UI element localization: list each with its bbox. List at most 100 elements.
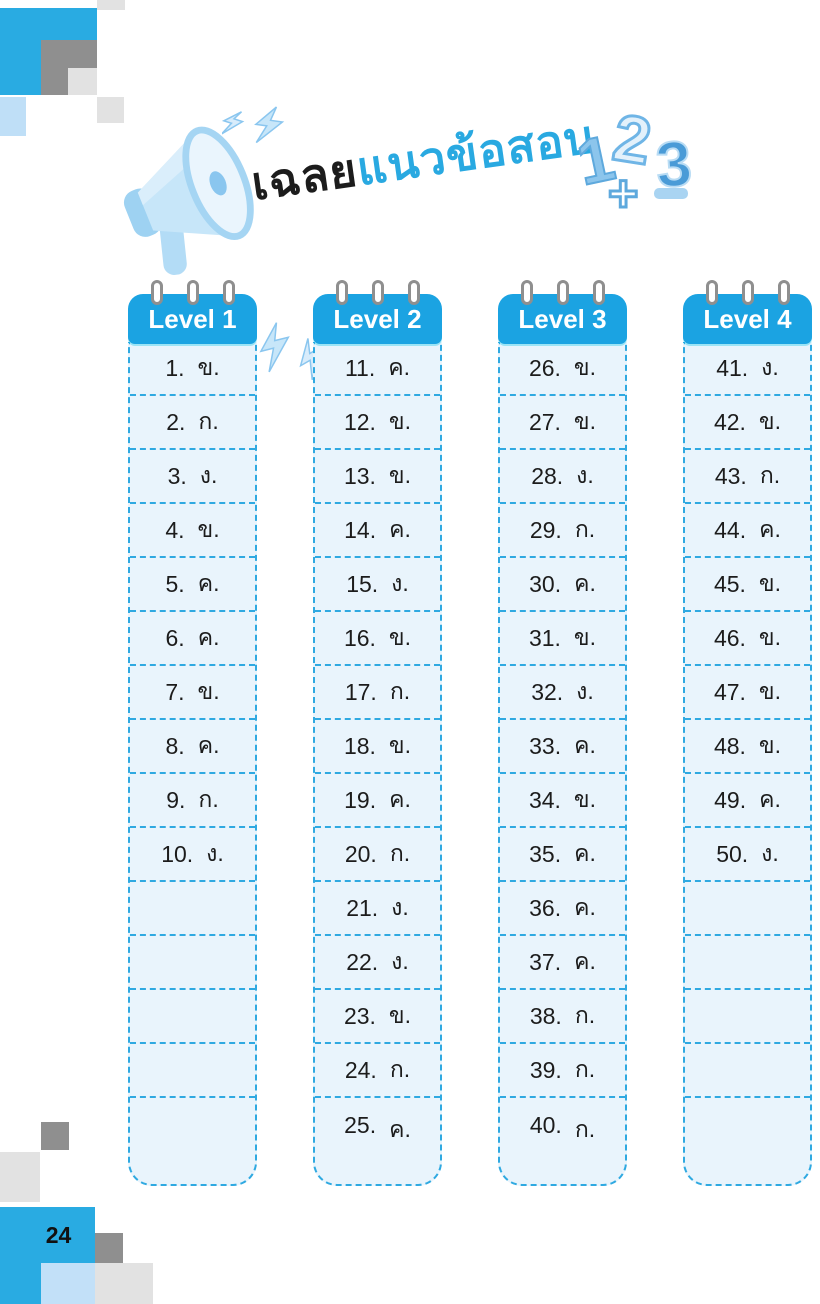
megaphone-icon: [123, 126, 254, 275]
answer-number: 46.: [713, 624, 746, 651]
answer-cell: 2. ก.: [130, 396, 255, 450]
answer-letter: ข.: [758, 570, 782, 596]
answer-letter: ก.: [759, 462, 781, 488]
answer-cell: 30. ค.: [500, 558, 625, 612]
answer-cell: 49. ค.: [685, 774, 810, 828]
answer-cell: 28. ง.: [500, 450, 625, 504]
answer-letter: ข.: [197, 516, 220, 542]
answer-cell: 4. ข.: [130, 504, 255, 558]
answer-cell: 17. ก.: [315, 666, 440, 720]
answer-number: 31.: [528, 624, 561, 651]
answer-letter: ค.: [574, 840, 596, 866]
answer-number: 29.: [529, 516, 562, 543]
answer-number: 36.: [529, 894, 562, 921]
answer-column: Level 4 41. ง. 42. ข. 43. ก. 44. ค. 45. ข. 46. ข. 47…: [683, 280, 812, 1186]
answer-cell: 43. ก.: [685, 450, 810, 504]
answer-number: 26.: [528, 354, 561, 381]
answer-letter: ค.: [574, 732, 596, 758]
binder-ring-icon: [520, 280, 533, 305]
binder-ring-icon: [335, 280, 348, 305]
answer-cell: 45. ข.: [685, 558, 810, 612]
binder-ring-icon: [556, 280, 569, 305]
answer-cell: 24. ก.: [315, 1044, 440, 1098]
decor-square-lightgray: [68, 68, 97, 95]
binder-ring-icon: [222, 280, 235, 305]
answer-letter: ง.: [576, 462, 594, 488]
binder-ring-icon: [777, 280, 790, 305]
answer-number: 6.: [165, 624, 185, 651]
answer-cell: 39. ก.: [500, 1044, 625, 1098]
empty-cell: [685, 882, 810, 936]
empty-cell: [130, 882, 255, 936]
answer-number: 39.: [529, 1056, 562, 1083]
decor-square-lightgray: [0, 1152, 40, 1202]
answer-letter: ก.: [574, 1002, 596, 1028]
column-body: 1. ข. 2. ก. 3. ง. 4. ข. 5. ค. 6. ค. 7. ข. 8. ค. 9. ก. 10. ง…: [128, 342, 257, 1186]
answer-letter: ข.: [388, 624, 412, 650]
lightning-bolt-icon: [222, 106, 285, 144]
answer-letter: ข.: [388, 1002, 412, 1028]
answer-letter: ก.: [389, 678, 411, 704]
answer-letter: ค.: [197, 732, 220, 758]
answer-letter: ข.: [573, 354, 597, 380]
column-header-label: Level 3: [518, 303, 607, 334]
answer-number: 28.: [531, 462, 564, 489]
answer-number: 34.: [528, 786, 561, 813]
answer-letter: ข.: [758, 732, 782, 758]
answer-number: 33.: [529, 732, 562, 759]
answer-number: 44.: [714, 516, 747, 543]
answer-letter: ค.: [574, 570, 596, 596]
answer-cell: 7. ข.: [130, 666, 255, 720]
answer-number: 20.: [344, 840, 377, 867]
answer-number: 38.: [529, 1002, 562, 1029]
answer-letter: ข.: [758, 678, 782, 704]
answer-cell: 15. ง.: [315, 558, 440, 612]
answer-cell: 35. ค.: [500, 828, 625, 882]
answer-number: 11.: [344, 354, 376, 381]
answer-cell: 21. ง.: [315, 882, 440, 936]
decor-square-lightblue: [41, 1263, 97, 1304]
empty-cell: [685, 990, 810, 1044]
answer-cell: 23. ข.: [315, 990, 440, 1044]
answer-number: 7.: [165, 678, 185, 705]
decoration-number-2: 2: [607, 98, 658, 180]
answer-cell: 48. ข.: [685, 720, 810, 774]
decor-square-gray: [95, 1233, 123, 1263]
empty-cell: [685, 936, 810, 990]
binder-rings: [683, 280, 812, 306]
answer-letter: ข.: [388, 732, 412, 758]
decoration-minus-sign: [654, 188, 688, 199]
answer-letter: ข.: [197, 354, 220, 380]
answer-number: 19.: [344, 786, 377, 813]
answer-number: 32.: [531, 678, 564, 705]
answer-number: 4.: [165, 516, 185, 543]
answer-number: 42.: [713, 408, 746, 435]
decor-square-lightgray: [97, 97, 124, 123]
binder-ring-icon: [186, 280, 199, 305]
answer-cell: 44. ค.: [685, 504, 810, 558]
answer-cell: 9. ก.: [130, 774, 255, 828]
answer-cell: 10. ง.: [130, 828, 255, 882]
answer-letter: ก.: [389, 840, 411, 866]
answer-number: 23.: [343, 1002, 376, 1029]
answer-cell: 3. ง.: [130, 450, 255, 504]
answer-letter: ก.: [574, 516, 596, 542]
answer-number: 17.: [344, 678, 377, 705]
answer-letter: ค.: [574, 894, 596, 920]
answer-number: 25.: [344, 1112, 377, 1138]
answer-letter: ข.: [573, 408, 597, 434]
answer-letter: ข.: [388, 462, 412, 488]
answer-number: 48.: [713, 732, 746, 759]
answer-number: 49.: [714, 786, 747, 813]
binder-rings: [498, 280, 627, 306]
answer-letter: ก.: [574, 1116, 596, 1142]
answer-letter: ข.: [573, 624, 597, 650]
answer-cell: 40. ก.: [500, 1098, 625, 1184]
answer-cell: 38. ก.: [500, 990, 625, 1044]
answer-number: 15.: [346, 570, 379, 597]
answer-letter: ง.: [206, 840, 224, 866]
answer-number: 27.: [528, 408, 561, 435]
empty-cell: [130, 1098, 255, 1184]
answer-letter: ค.: [389, 786, 411, 812]
column-body: 26. ข. 27. ข. 28. ง. 29. ก. 30. ค. 31. ข. 32. ง. 33. ค.…: [498, 342, 627, 1186]
